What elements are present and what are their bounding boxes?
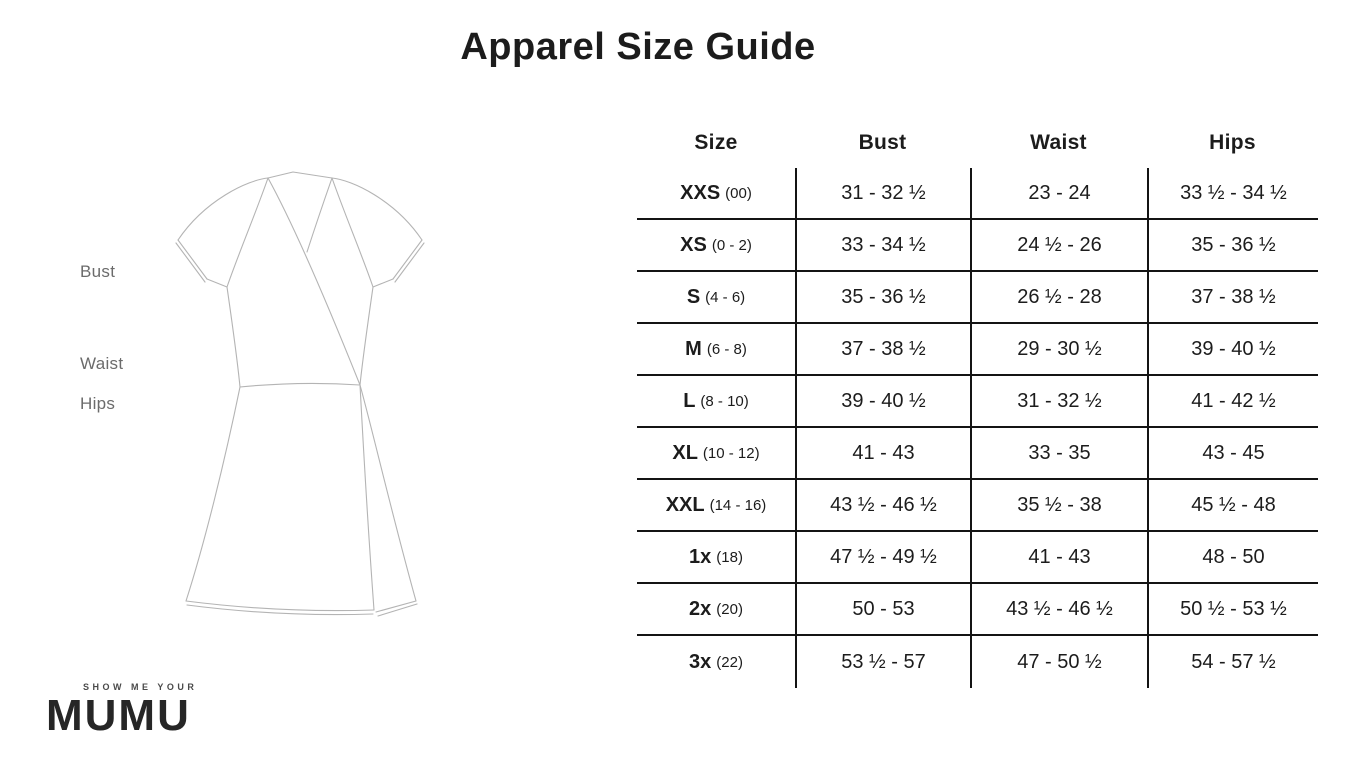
- size-cell: XS (0 - 2): [637, 220, 795, 270]
- bust-cell: 35 - 36 ½: [795, 272, 970, 322]
- hips-cell: 33 ½ - 34 ½: [1147, 168, 1318, 218]
- bust-cell: 31 - 32 ½: [795, 168, 970, 218]
- measurement-label-bust: Bust: [80, 262, 116, 281]
- measurement-label-hips: Hips: [80, 394, 116, 413]
- size-number-note: (20): [716, 600, 743, 618]
- size-label: 2x: [689, 597, 712, 620]
- table-row: 1x (18) 47 ½ - 49 ½ 41 - 43 48 - 50: [637, 532, 1318, 584]
- dress-sleeves: [175, 177, 425, 288]
- size-label: XL: [672, 441, 698, 464]
- size-cell: L (8 - 10): [637, 376, 795, 426]
- size-number-note: (14 - 16): [709, 496, 767, 514]
- hips-cell: 37 - 38 ½: [1147, 272, 1318, 322]
- waist-cell: 24 ½ - 26: [970, 220, 1147, 270]
- bust-cell: 47 ½ - 49 ½: [795, 532, 970, 582]
- size-label: XXL: [665, 493, 705, 516]
- size-label: 1x: [689, 545, 712, 568]
- table-header-row: Size Bust Waist Hips: [637, 118, 1318, 168]
- page-title: Apparel Size Guide: [460, 26, 816, 68]
- waist-cell: 26 ½ - 28: [970, 272, 1147, 322]
- column-header-bust: Bust: [858, 131, 907, 154]
- size-number-note: (00): [725, 184, 752, 202]
- hips-cell: 50 ½ - 53 ½: [1147, 584, 1318, 634]
- waist-cell: 41 - 43: [970, 532, 1147, 582]
- size-cell: 3x (22): [637, 636, 795, 688]
- column-header-waist: Waist: [1030, 131, 1087, 154]
- table-row: L (8 - 10) 39 - 40 ½ 31 - 32 ½ 41 - 42 ½: [637, 376, 1318, 428]
- size-label: XXS: [680, 181, 721, 204]
- size-cell: XXL (14 - 16): [637, 480, 795, 530]
- hips-cell: 43 - 45: [1147, 428, 1318, 478]
- size-cell: 2x (20): [637, 584, 795, 634]
- size-label: XS: [680, 233, 707, 256]
- column-header-hips: Hips: [1209, 131, 1256, 154]
- bust-cell: 41 - 43: [795, 428, 970, 478]
- table-row: M (6 - 8) 37 - 38 ½ 29 - 30 ½ 39 - 40 ½: [637, 324, 1318, 376]
- size-number-note: (22): [716, 653, 743, 671]
- size-cell: S (4 - 6): [637, 272, 795, 322]
- waist-cell: 35 ½ - 38: [970, 480, 1147, 530]
- dress-bodice: [226, 171, 374, 388]
- waist-cell: 23 - 24: [970, 168, 1147, 218]
- table-row: 3x (22) 53 ½ - 57 47 - 50 ½ 54 - 57 ½: [637, 636, 1318, 688]
- bust-cell: 37 - 38 ½: [795, 324, 970, 374]
- dress-skirt: [185, 384, 418, 617]
- waist-cell: 29 - 30 ½: [970, 324, 1147, 374]
- size-label: M: [685, 337, 702, 360]
- table-row: XXL (14 - 16) 43 ½ - 46 ½ 35 ½ - 38 45 ½…: [637, 480, 1318, 532]
- table-body: XXS (00) 31 - 32 ½ 23 - 24 33 ½ - 34 ½ X…: [637, 168, 1318, 688]
- size-number-note: (6 - 8): [706, 340, 747, 358]
- table-row: S (4 - 6) 35 - 36 ½ 26 ½ - 28 37 - 38 ½: [637, 272, 1318, 324]
- dress-illustration: [175, 171, 425, 617]
- table-row: 2x (20) 50 - 53 43 ½ - 46 ½ 50 ½ - 53 ½: [637, 584, 1318, 636]
- bust-cell: 50 - 53: [795, 584, 970, 634]
- size-cell: 1x (18): [637, 532, 795, 582]
- size-label: 3x: [689, 650, 712, 673]
- waist-cell: 43 ½ - 46 ½: [970, 584, 1147, 634]
- logo-brand: MUMU: [46, 691, 191, 740]
- size-number-note: (10 - 12): [702, 444, 760, 462]
- size-number-note: (4 - 6): [705, 288, 746, 306]
- hips-cell: 48 - 50: [1147, 532, 1318, 582]
- table-row: XL (10 - 12) 41 - 43 33 - 35 43 - 45: [637, 428, 1318, 480]
- hips-cell: 45 ½ - 48: [1147, 480, 1318, 530]
- size-label: L: [683, 389, 696, 412]
- size-number-note: (0 - 2): [711, 236, 752, 254]
- size-number-note: (18): [716, 548, 743, 566]
- waist-cell: 33 - 35: [970, 428, 1147, 478]
- hips-cell: 54 - 57 ½: [1147, 636, 1318, 688]
- size-number-note: (8 - 10): [700, 392, 749, 410]
- size-table: Size Bust Waist Hips XXS (00) 31 - 32 ½ …: [637, 118, 1318, 688]
- logo-tagline: SHOW ME YOUR: [83, 682, 198, 692]
- hips-cell: 39 - 40 ½: [1147, 324, 1318, 374]
- column-header-size: Size: [694, 131, 738, 154]
- measurement-label-waist: Waist: [80, 354, 124, 373]
- size-cell: M (6 - 8): [637, 324, 795, 374]
- bust-cell: 53 ½ - 57: [795, 636, 970, 688]
- size-cell: XXS (00): [637, 168, 795, 218]
- table-row: XXS (00) 31 - 32 ½ 23 - 24 33 ½ - 34 ½: [637, 168, 1318, 220]
- table-row: XS (0 - 2) 33 - 34 ½ 24 ½ - 26 35 - 36 ½: [637, 220, 1318, 272]
- waist-cell: 47 - 50 ½: [970, 636, 1147, 688]
- bust-cell: 43 ½ - 46 ½: [795, 480, 970, 530]
- bust-cell: 33 - 34 ½: [795, 220, 970, 270]
- bust-cell: 39 - 40 ½: [795, 376, 970, 426]
- waist-cell: 31 - 32 ½: [970, 376, 1147, 426]
- size-cell: XL (10 - 12): [637, 428, 795, 478]
- size-label: S: [686, 285, 701, 308]
- hips-cell: 35 - 36 ½: [1147, 220, 1318, 270]
- hips-cell: 41 - 42 ½: [1147, 376, 1318, 426]
